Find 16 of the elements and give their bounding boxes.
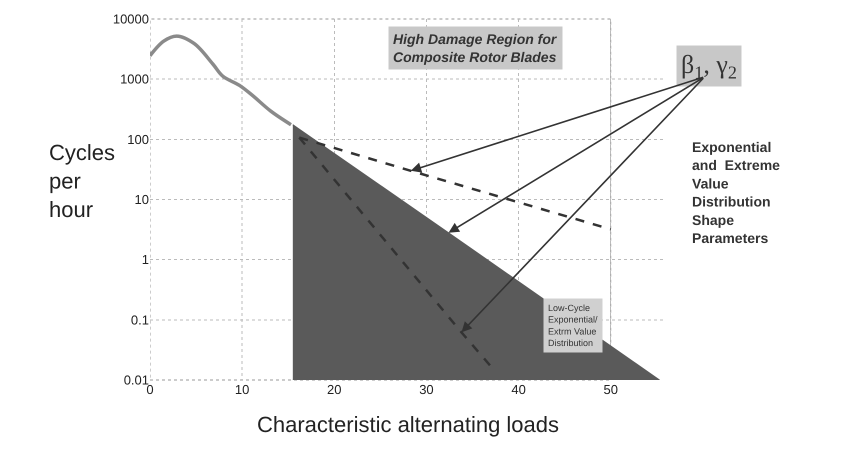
x-axis-title: Characteristic alternating loads xyxy=(256,412,560,437)
y-tick-label: 1 xyxy=(142,252,149,268)
annotation: High Damage Region for Composite Rotor Blades xyxy=(393,31,558,66)
x-tick-label: 10 xyxy=(234,382,250,397)
y-tick-label: 1000 xyxy=(120,72,149,87)
y-axis-title: Cycles per hour xyxy=(49,140,116,222)
x-tick-label: 30 xyxy=(419,382,434,397)
y-tick-label: 10 xyxy=(134,192,149,208)
y-tick-label: 10000 xyxy=(112,12,149,27)
y-tick-label: 0.1 xyxy=(130,312,149,328)
text: Exponential and Extreme Value Distribution Shape Parameters xyxy=(692,139,780,246)
annotation: Low-Cycle Exponential/ Extrm Value Distribution xyxy=(548,303,598,348)
x-tick-label: 50 xyxy=(603,382,618,397)
y-tick-label: 100 xyxy=(127,132,149,147)
x-tick-label: 20 xyxy=(327,382,342,397)
x-tick-label: 40 xyxy=(511,382,526,397)
